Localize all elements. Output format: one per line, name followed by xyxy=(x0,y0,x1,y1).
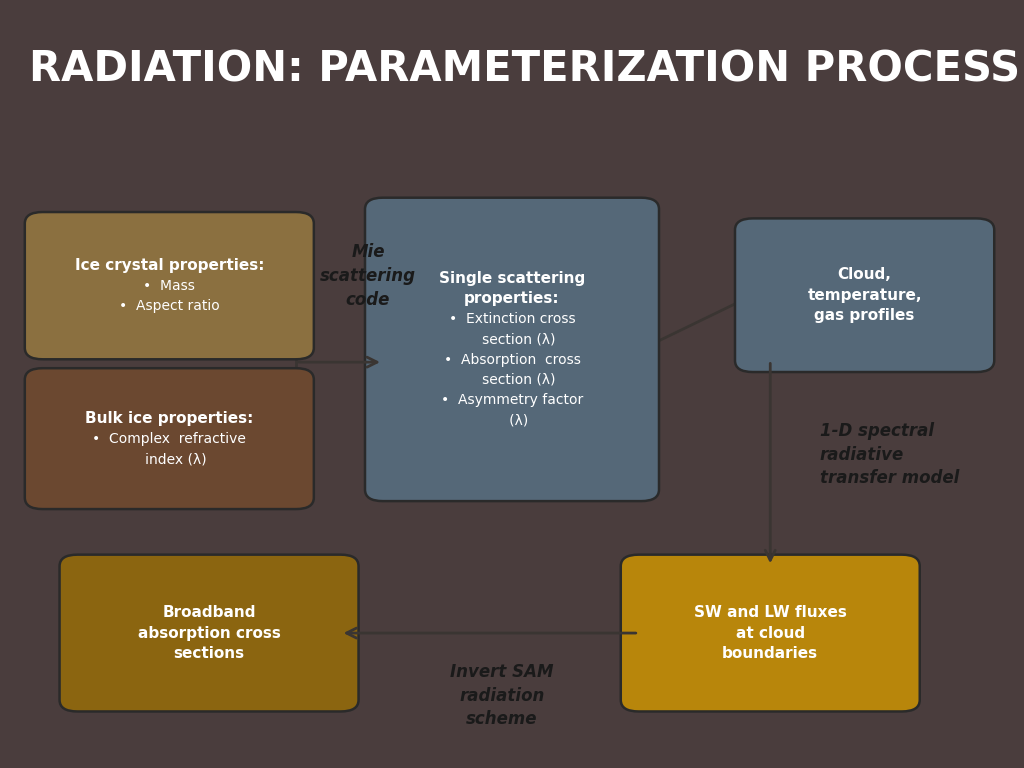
Text: properties:: properties: xyxy=(464,291,560,306)
FancyBboxPatch shape xyxy=(735,218,994,372)
Text: Ice crystal properties:: Ice crystal properties: xyxy=(75,258,264,273)
Text: boundaries: boundaries xyxy=(722,646,818,661)
Text: Broadband: Broadband xyxy=(162,605,256,621)
Text: absorption cross: absorption cross xyxy=(137,626,281,641)
Text: Bulk ice properties:: Bulk ice properties: xyxy=(85,411,254,425)
FancyBboxPatch shape xyxy=(25,368,313,509)
Text: (λ): (λ) xyxy=(496,414,528,428)
Text: SW and LW fluxes: SW and LW fluxes xyxy=(694,605,847,621)
Text: •  Complex  refractive: • Complex refractive xyxy=(92,432,246,445)
Text: section (λ): section (λ) xyxy=(469,373,555,387)
Text: Single scattering: Single scattering xyxy=(439,270,585,286)
Text: RADIATION: PARAMETERIZATION PROCESS: RADIATION: PARAMETERIZATION PROCESS xyxy=(29,48,1020,90)
Text: temperature,: temperature, xyxy=(807,288,922,303)
Text: 1-D spectral
radiative
transfer model: 1-D spectral radiative transfer model xyxy=(820,422,959,487)
Text: Mie
scattering
code: Mie scattering code xyxy=(319,243,416,309)
Text: Cloud,: Cloud, xyxy=(838,267,892,283)
Text: at cloud: at cloud xyxy=(735,626,805,641)
Text: gas profiles: gas profiles xyxy=(814,308,914,323)
FancyBboxPatch shape xyxy=(621,554,920,711)
Text: section (λ): section (λ) xyxy=(469,333,555,346)
Text: sections: sections xyxy=(173,646,245,661)
Text: •  Aspect ratio: • Aspect ratio xyxy=(119,299,220,313)
FancyBboxPatch shape xyxy=(25,212,313,359)
FancyBboxPatch shape xyxy=(59,554,358,711)
Text: index (λ): index (λ) xyxy=(132,452,207,466)
Text: •  Asymmetry factor: • Asymmetry factor xyxy=(441,393,583,407)
FancyBboxPatch shape xyxy=(365,197,659,501)
Text: •  Extinction cross: • Extinction cross xyxy=(449,312,575,326)
Text: Invert SAM
radiation
scheme: Invert SAM radiation scheme xyxy=(451,663,554,728)
Text: •  Mass: • Mass xyxy=(143,279,196,293)
Text: •  Absorption  cross: • Absorption cross xyxy=(443,353,581,366)
